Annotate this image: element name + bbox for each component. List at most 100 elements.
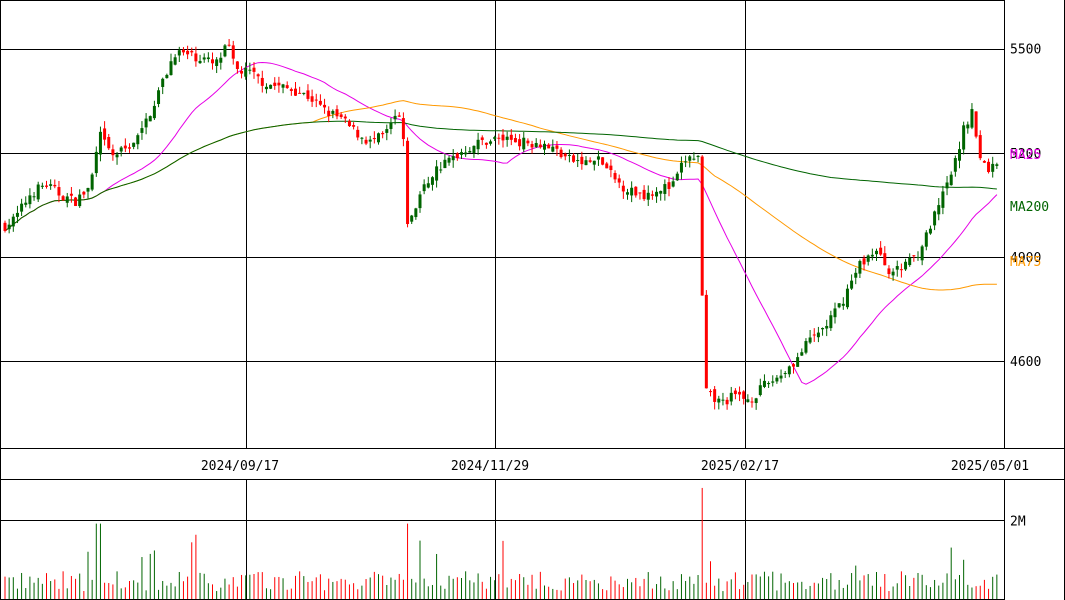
candle-body: [904, 261, 908, 270]
candle-body: [559, 149, 563, 158]
candle-body: [650, 194, 654, 196]
candle-body: [870, 254, 874, 257]
candle-body: [94, 151, 98, 174]
candle-body: [588, 160, 592, 162]
candle-body: [285, 85, 289, 89]
candle-body: [393, 115, 397, 120]
candle-body: [289, 89, 293, 91]
candle-body: [750, 401, 754, 403]
candle-body: [385, 129, 389, 133]
candle-body: [671, 181, 675, 187]
candle-body: [626, 192, 629, 195]
candle-body: [924, 232, 928, 247]
candle-body: [11, 216, 15, 227]
candle-body: [970, 109, 974, 128]
candle-body: [584, 160, 588, 166]
candle-body: [451, 156, 455, 161]
candle-body: [762, 380, 766, 387]
candle-body: [360, 137, 364, 139]
candle-body: [551, 146, 555, 152]
candle-body: [202, 57, 206, 60]
candle-body: [659, 190, 663, 194]
candle-body: [978, 135, 982, 159]
candle-body: [783, 373, 787, 375]
candle-body: [165, 74, 169, 79]
candle-body: [372, 138, 376, 140]
candle-body: [758, 385, 762, 396]
ma-line-ma25: [4, 61, 998, 385]
candle-body: [908, 257, 912, 266]
candle-body: [928, 228, 932, 234]
candle-body: [24, 202, 28, 205]
candle-body: [522, 137, 526, 150]
candle-body: [401, 118, 405, 140]
candle-body: [526, 140, 530, 144]
grid-lines: [0, 0, 1004, 599]
candle-body: [223, 45, 227, 57]
candle-body: [90, 174, 94, 190]
candle-body: [181, 49, 185, 53]
candle-body: [364, 139, 368, 144]
candle-body: [69, 193, 73, 196]
candle-body: [119, 147, 123, 152]
candle-body: [949, 174, 953, 186]
candle-body: [721, 399, 725, 401]
candle-body: [613, 173, 617, 180]
candle-body: [426, 183, 430, 188]
candle-body: [78, 194, 82, 207]
candle-body: [252, 67, 256, 72]
candle-body: [294, 88, 297, 96]
candle-body: [601, 157, 605, 165]
candle-body: [235, 61, 239, 69]
candle-body: [489, 141, 493, 144]
candle-body: [717, 398, 721, 403]
candle-body: [667, 182, 671, 189]
date-axis-frame: [0, 448, 1065, 480]
candle-body: [958, 149, 961, 161]
candle-body: [688, 156, 692, 161]
candle-body: [513, 138, 517, 143]
price-axis-labels: 5500 5200 4900 4600: [1010, 43, 1041, 371]
price-panel-frame: [0, 0, 1005, 449]
candle-body: [792, 364, 795, 367]
candle-body: [447, 157, 451, 163]
candle-body: [443, 159, 447, 169]
candle-body: [148, 116, 152, 122]
candle-body: [982, 160, 986, 163]
candle-body: [845, 288, 849, 308]
candle-body: [356, 129, 360, 138]
candle-body: [389, 122, 393, 129]
candle-body: [576, 160, 580, 162]
candle-body: [879, 247, 883, 255]
candle-body: [700, 156, 704, 296]
candle-body: [754, 398, 758, 404]
candle-body: [808, 337, 812, 343]
candle-body: [530, 144, 534, 148]
candle-body: [572, 155, 576, 162]
candle-body: [123, 145, 127, 149]
candle-body: [543, 143, 546, 150]
candle-body: [966, 124, 970, 129]
candle-body: [339, 114, 343, 118]
candle-body: [406, 140, 410, 225]
candle-body: [480, 137, 484, 140]
date-axis-labels: 2024/09/17 2024/11/29 2025/02/17 2025/05/01: [201, 459, 1029, 474]
candle-body: [414, 208, 418, 218]
candle-body: [15, 212, 19, 217]
candle-body: [256, 74, 260, 77]
candle-body: [733, 390, 737, 395]
candle-body: [74, 197, 78, 207]
candle-body: [534, 142, 538, 147]
candle-body: [833, 308, 837, 318]
candle-body: [866, 255, 870, 262]
candle-body: [563, 153, 567, 157]
candle-body: [916, 256, 920, 258]
candle-body: [215, 59, 219, 66]
candle-body: [439, 169, 443, 171]
moving-average-lines: [4, 61, 998, 385]
moving-average-labels: MA25 MA75 MA200: [1010, 148, 1049, 270]
candle-body: [430, 177, 434, 185]
candle-body: [646, 192, 650, 200]
candle-body: [725, 399, 729, 405]
candle-body: [7, 224, 11, 230]
